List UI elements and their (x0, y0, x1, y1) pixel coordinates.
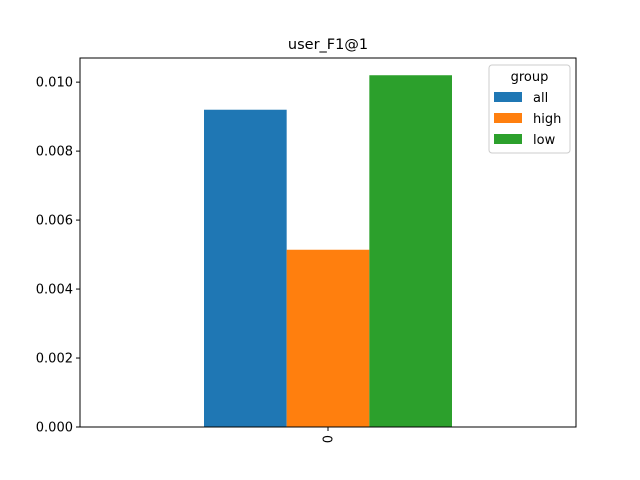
legend-box (488, 64, 571, 154)
x-tick-label: 0 (322, 435, 337, 443)
y-tick-label: 0.010 (36, 76, 73, 91)
legend-swatch-all (494, 92, 522, 102)
y-tick-label: 0.000 (36, 421, 73, 436)
bar-all (204, 109, 287, 427)
legend-swatch-low (494, 134, 522, 144)
bar-high (286, 249, 370, 427)
y-tick-label: 0.002 (36, 352, 73, 367)
legend-title: group (511, 70, 549, 85)
legend-label-low: low (533, 133, 556, 148)
y-tick-label: 0.006 (36, 214, 73, 229)
legend-swatch-high (494, 113, 522, 123)
legend-label-all: all (533, 91, 548, 106)
y-tick-label: 0.004 (36, 283, 73, 298)
y-axis: 0.000 0.002 0.004 0.006 0.008 0.010 (36, 76, 80, 436)
legend: group all high low (488, 64, 571, 154)
chart-title: user_F1@1 (288, 37, 368, 53)
bar-low (369, 75, 452, 428)
x-axis: 0 (322, 427, 337, 443)
y-tick-label: 0.008 (36, 145, 73, 160)
legend-label-high: high (533, 112, 561, 127)
bars-group (204, 75, 452, 428)
